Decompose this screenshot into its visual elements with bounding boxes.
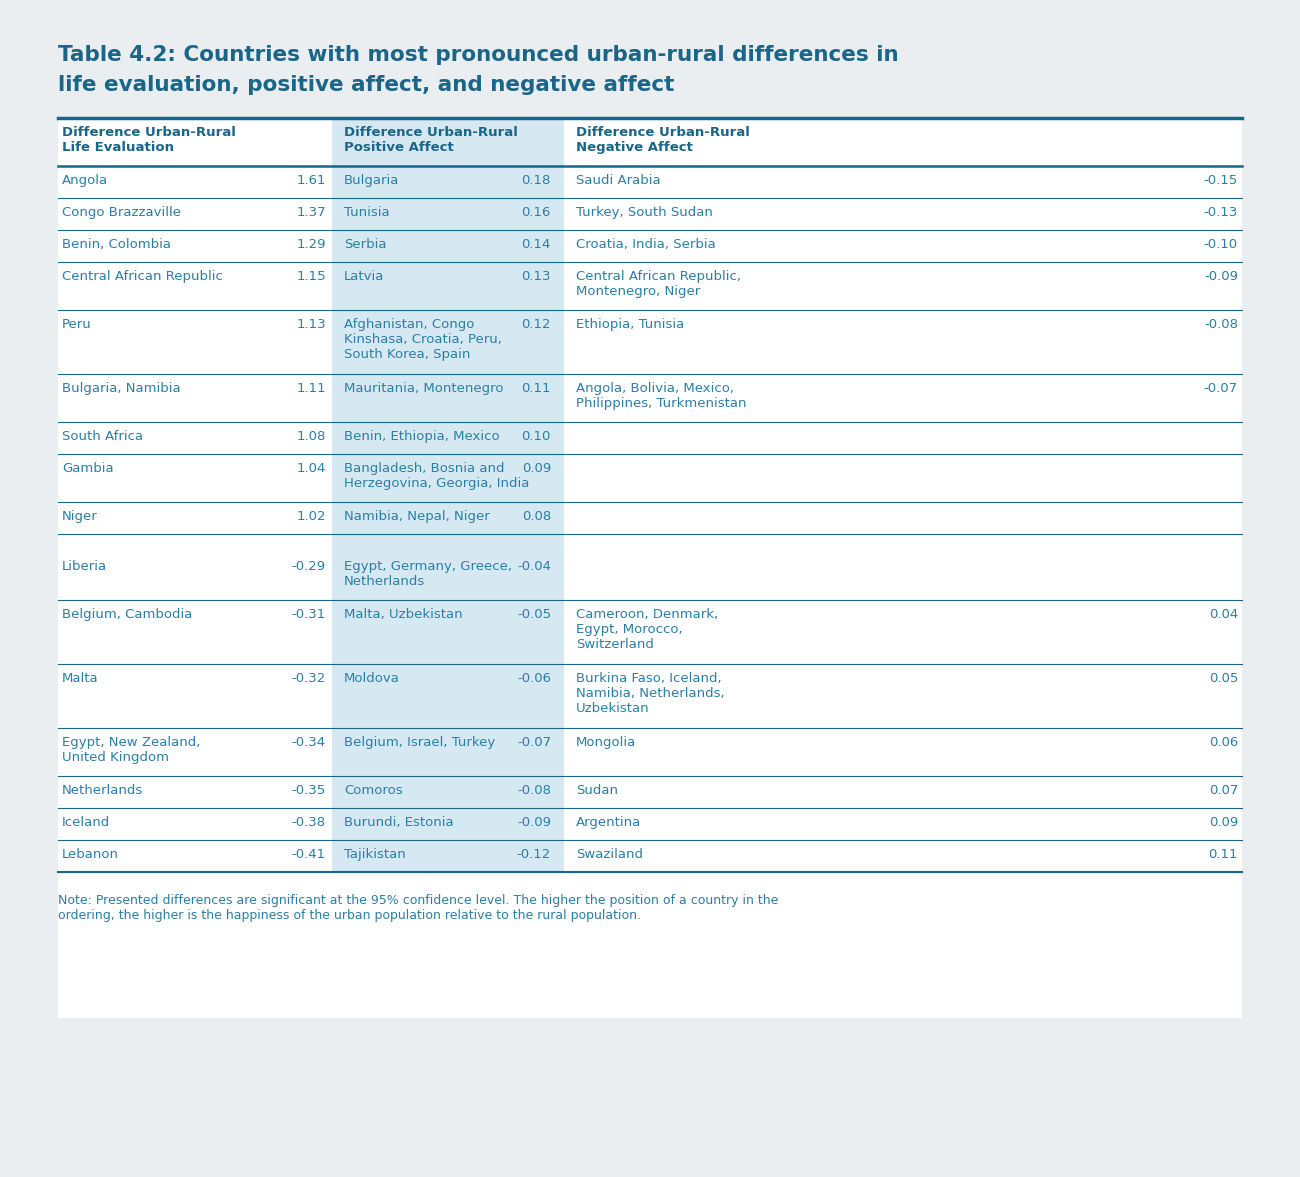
Text: Tajikistan: Tajikistan [344, 847, 406, 862]
Text: Netherlands: Netherlands [62, 784, 143, 797]
Text: Cameroon, Denmark,
Egypt, Morocco,
Switzerland: Cameroon, Denmark, Egypt, Morocco, Switz… [576, 609, 718, 651]
Text: Ethiopia, Tunisia: Ethiopia, Tunisia [576, 318, 684, 331]
Text: Egypt, New Zealand,
United Kingdom: Egypt, New Zealand, United Kingdom [62, 736, 200, 764]
Text: 1.08: 1.08 [296, 430, 326, 443]
Text: Serbia: Serbia [344, 238, 386, 251]
Text: -0.08: -0.08 [1204, 318, 1238, 331]
Text: Peru: Peru [62, 318, 92, 331]
Text: Burundi, Estonia: Burundi, Estonia [344, 816, 454, 829]
Text: 1.04: 1.04 [296, 463, 326, 476]
Text: Benin, Ethiopia, Mexico: Benin, Ethiopia, Mexico [344, 430, 499, 443]
Text: -0.09: -0.09 [517, 816, 551, 829]
Text: -0.38: -0.38 [292, 816, 326, 829]
Text: Iceland: Iceland [62, 816, 110, 829]
Text: Namibia, Nepal, Niger: Namibia, Nepal, Niger [344, 510, 490, 523]
Text: -0.31: -0.31 [291, 609, 326, 621]
Text: Liberia: Liberia [62, 560, 107, 573]
Text: Central African Republic: Central African Republic [62, 270, 222, 282]
Text: 0.12: 0.12 [521, 318, 551, 331]
Text: 1.13: 1.13 [296, 318, 326, 331]
Text: South Africa: South Africa [62, 430, 143, 443]
Text: Gambia: Gambia [62, 463, 113, 476]
Text: Central African Republic,
Montenegro, Niger: Central African Republic, Montenegro, Ni… [576, 270, 741, 298]
Text: -0.04: -0.04 [517, 560, 551, 573]
Text: -0.15: -0.15 [1204, 174, 1238, 187]
Text: 0.06: 0.06 [1209, 736, 1238, 749]
Text: Angola: Angola [62, 174, 108, 187]
Text: Swaziland: Swaziland [576, 847, 644, 862]
Text: -0.32: -0.32 [291, 672, 326, 685]
Text: -0.07: -0.07 [517, 736, 551, 749]
Text: 1.61: 1.61 [296, 174, 326, 187]
Text: -0.12: -0.12 [517, 847, 551, 862]
Text: Malta: Malta [62, 672, 99, 685]
Text: Mauritania, Montenegro: Mauritania, Montenegro [344, 383, 503, 395]
Text: 0.09: 0.09 [521, 463, 551, 476]
Bar [332, 118, 564, 872]
Text: 0.11: 0.11 [521, 383, 551, 395]
Text: Table 4.2: Countries with most pronounced urban-rural differences in: Table 4.2: Countries with most pronounce… [58, 45, 898, 65]
Text: Saudi Arabia: Saudi Arabia [576, 174, 660, 187]
Text: Difference Urban-Rural
Life Evaluation: Difference Urban-Rural Life Evaluation [62, 126, 235, 154]
Text: Bulgaria: Bulgaria [344, 174, 399, 187]
Text: 1.29: 1.29 [296, 238, 326, 251]
Text: Tunisia: Tunisia [344, 206, 390, 219]
Text: 0.08: 0.08 [521, 510, 551, 523]
Text: 0.16: 0.16 [521, 206, 551, 219]
Text: 0.13: 0.13 [521, 270, 551, 282]
Text: -0.35: -0.35 [291, 784, 326, 797]
Text: Turkey, South Sudan: Turkey, South Sudan [576, 206, 712, 219]
Text: Belgium, Cambodia: Belgium, Cambodia [62, 609, 192, 621]
Text: Note: Presented differences are significant at the 95% confidence level. The hig: Note: Presented differences are signific… [58, 895, 779, 922]
Text: -0.07: -0.07 [1204, 383, 1238, 395]
Text: Belgium, Israel, Turkey: Belgium, Israel, Turkey [344, 736, 495, 749]
Text: 0.11: 0.11 [1209, 847, 1238, 862]
Text: 0.04: 0.04 [1209, 609, 1238, 621]
Text: -0.13: -0.13 [1204, 206, 1238, 219]
Text: -0.10: -0.10 [1204, 238, 1238, 251]
Text: 1.02: 1.02 [296, 510, 326, 523]
Text: -0.41: -0.41 [292, 847, 326, 862]
Text: Niger: Niger [62, 510, 98, 523]
Text: Difference Urban-Rural
Negative Affect: Difference Urban-Rural Negative Affect [576, 126, 750, 154]
Text: Angola, Bolivia, Mexico,
Philippines, Turkmenistan: Angola, Bolivia, Mexico, Philippines, Tu… [576, 383, 746, 410]
Text: Congo Brazzaville: Congo Brazzaville [62, 206, 181, 219]
Text: 0.05: 0.05 [1209, 672, 1238, 685]
Text: Lebanon: Lebanon [62, 847, 120, 862]
Bar [58, 118, 1242, 1018]
Text: -0.29: -0.29 [292, 560, 326, 573]
Text: Moldova: Moldova [344, 672, 400, 685]
Text: -0.08: -0.08 [517, 784, 551, 797]
Text: 1.15: 1.15 [296, 270, 326, 282]
Text: Benin, Colombia: Benin, Colombia [62, 238, 172, 251]
Text: Bulgaria, Namibia: Bulgaria, Namibia [62, 383, 181, 395]
Text: Argentina: Argentina [576, 816, 641, 829]
Text: 0.09: 0.09 [1209, 816, 1238, 829]
Text: 0.07: 0.07 [1209, 784, 1238, 797]
Text: Comoros: Comoros [344, 784, 403, 797]
Text: Latvia: Latvia [344, 270, 385, 282]
Text: -0.34: -0.34 [292, 736, 326, 749]
Text: -0.05: -0.05 [517, 609, 551, 621]
Text: 0.18: 0.18 [521, 174, 551, 187]
Text: 0.10: 0.10 [521, 430, 551, 443]
Text: Difference Urban-Rural
Positive Affect: Difference Urban-Rural Positive Affect [344, 126, 517, 154]
Text: -0.06: -0.06 [517, 672, 551, 685]
Text: 1.11: 1.11 [296, 383, 326, 395]
Text: Malta, Uzbekistan: Malta, Uzbekistan [344, 609, 463, 621]
Text: Sudan: Sudan [576, 784, 618, 797]
Text: Burkina Faso, Iceland,
Namibia, Netherlands,
Uzbekistan: Burkina Faso, Iceland, Namibia, Netherla… [576, 672, 724, 714]
Text: -0.09: -0.09 [1204, 270, 1238, 282]
Text: 1.37: 1.37 [296, 206, 326, 219]
Text: life evaluation, positive affect, and negative affect: life evaluation, positive affect, and ne… [58, 75, 675, 95]
Text: Croatia, India, Serbia: Croatia, India, Serbia [576, 238, 716, 251]
Text: Afghanistan, Congo
Kinshasa, Croatia, Peru,
South Korea, Spain: Afghanistan, Congo Kinshasa, Croatia, Pe… [344, 318, 502, 361]
Text: Mongolia: Mongolia [576, 736, 636, 749]
Text: Egypt, Germany, Greece,
Netherlands: Egypt, Germany, Greece, Netherlands [344, 560, 512, 588]
Text: 0.14: 0.14 [521, 238, 551, 251]
Text: Bangladesh, Bosnia and
Herzegovina, Georgia, India: Bangladesh, Bosnia and Herzegovina, Geor… [344, 463, 529, 490]
